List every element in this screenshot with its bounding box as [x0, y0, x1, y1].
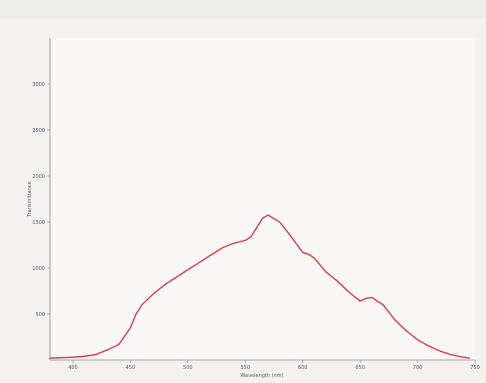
x-tick-label: 600: [298, 365, 308, 371]
x-tick-label: 700: [413, 365, 423, 371]
y-tick-label: 2500: [32, 128, 45, 134]
window-top-strip: [0, 0, 486, 18]
x-tick-label: 550: [240, 365, 250, 371]
y-axis-label: Transmittance: [27, 181, 33, 217]
x-tick-label: 450: [126, 365, 136, 371]
x-axis-label: Wavelength (nm): [240, 373, 283, 379]
series-line: [49, 214, 470, 359]
y-ticks: 500 1000 1500 2000 2500 3000: [32, 82, 50, 318]
x-tick-label: 750: [470, 365, 480, 371]
y-tick-label: 3000: [32, 82, 45, 88]
x-tick-label: 500: [183, 365, 193, 371]
y-tick-label: 1500: [32, 220, 45, 226]
x-tick-label: 400: [68, 365, 78, 371]
x-tick-label: 650: [355, 365, 365, 371]
y-tick-label: 1000: [32, 266, 45, 272]
x-ticks: 400 450 500 550 600 650 700 750: [68, 360, 480, 371]
series-layer: [49, 214, 470, 359]
y-tick-label: 500: [35, 312, 45, 318]
plot-area: [50, 38, 475, 360]
y-tick-label: 2000: [32, 174, 45, 180]
